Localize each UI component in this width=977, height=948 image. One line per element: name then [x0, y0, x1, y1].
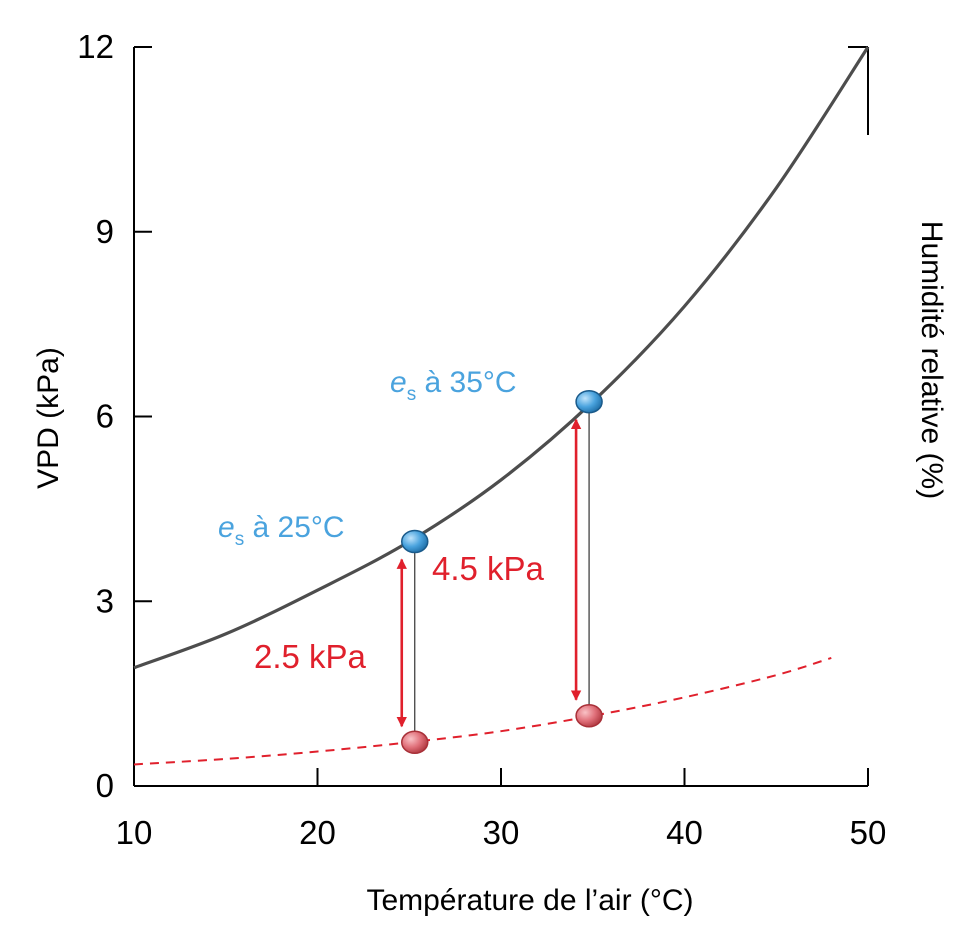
y-tick-label-2: 6 [96, 398, 114, 435]
axes: 10 20 30 40 50 0 3 6 9 12 [77, 28, 886, 851]
x-tick-label-3: 40 [666, 814, 703, 851]
arrow-label-1: 4.5 kPa [432, 550, 545, 587]
y2-axis-label: Humidité relative (%) [915, 221, 948, 499]
annotation-layer: es à 25°C es à 35°C 2.5 kPa 4.5 kPa [218, 366, 603, 755]
series-line-1 [133, 656, 832, 766]
data-point-0 [401, 529, 429, 554]
data-point-2 [401, 730, 429, 755]
arrow-label-0: 2.5 kPa [254, 638, 367, 675]
y-tick-label-4: 12 [77, 28, 114, 65]
y-tick-label-1: 3 [96, 582, 114, 619]
y-axis-label: VPD (kPa) [32, 347, 65, 489]
x-tick-label-1: 20 [299, 814, 336, 851]
x-tick-label-4: 50 [850, 814, 887, 851]
x-axis-label: Température de l’air (°C) [366, 884, 693, 917]
point-label-1: es à 35°C [390, 366, 517, 405]
x-tick-label-2: 30 [483, 814, 520, 851]
x-tick-label-0: 10 [116, 814, 153, 851]
data-point-1 [575, 389, 603, 414]
y-tick-label-0: 0 [96, 767, 114, 804]
series-line-0 [133, 46, 870, 670]
series-layer [133, 46, 870, 766]
point-label-0: es à 25°C [218, 511, 345, 550]
data-point-3 [575, 704, 603, 728]
y-tick-label-3: 9 [96, 213, 114, 250]
